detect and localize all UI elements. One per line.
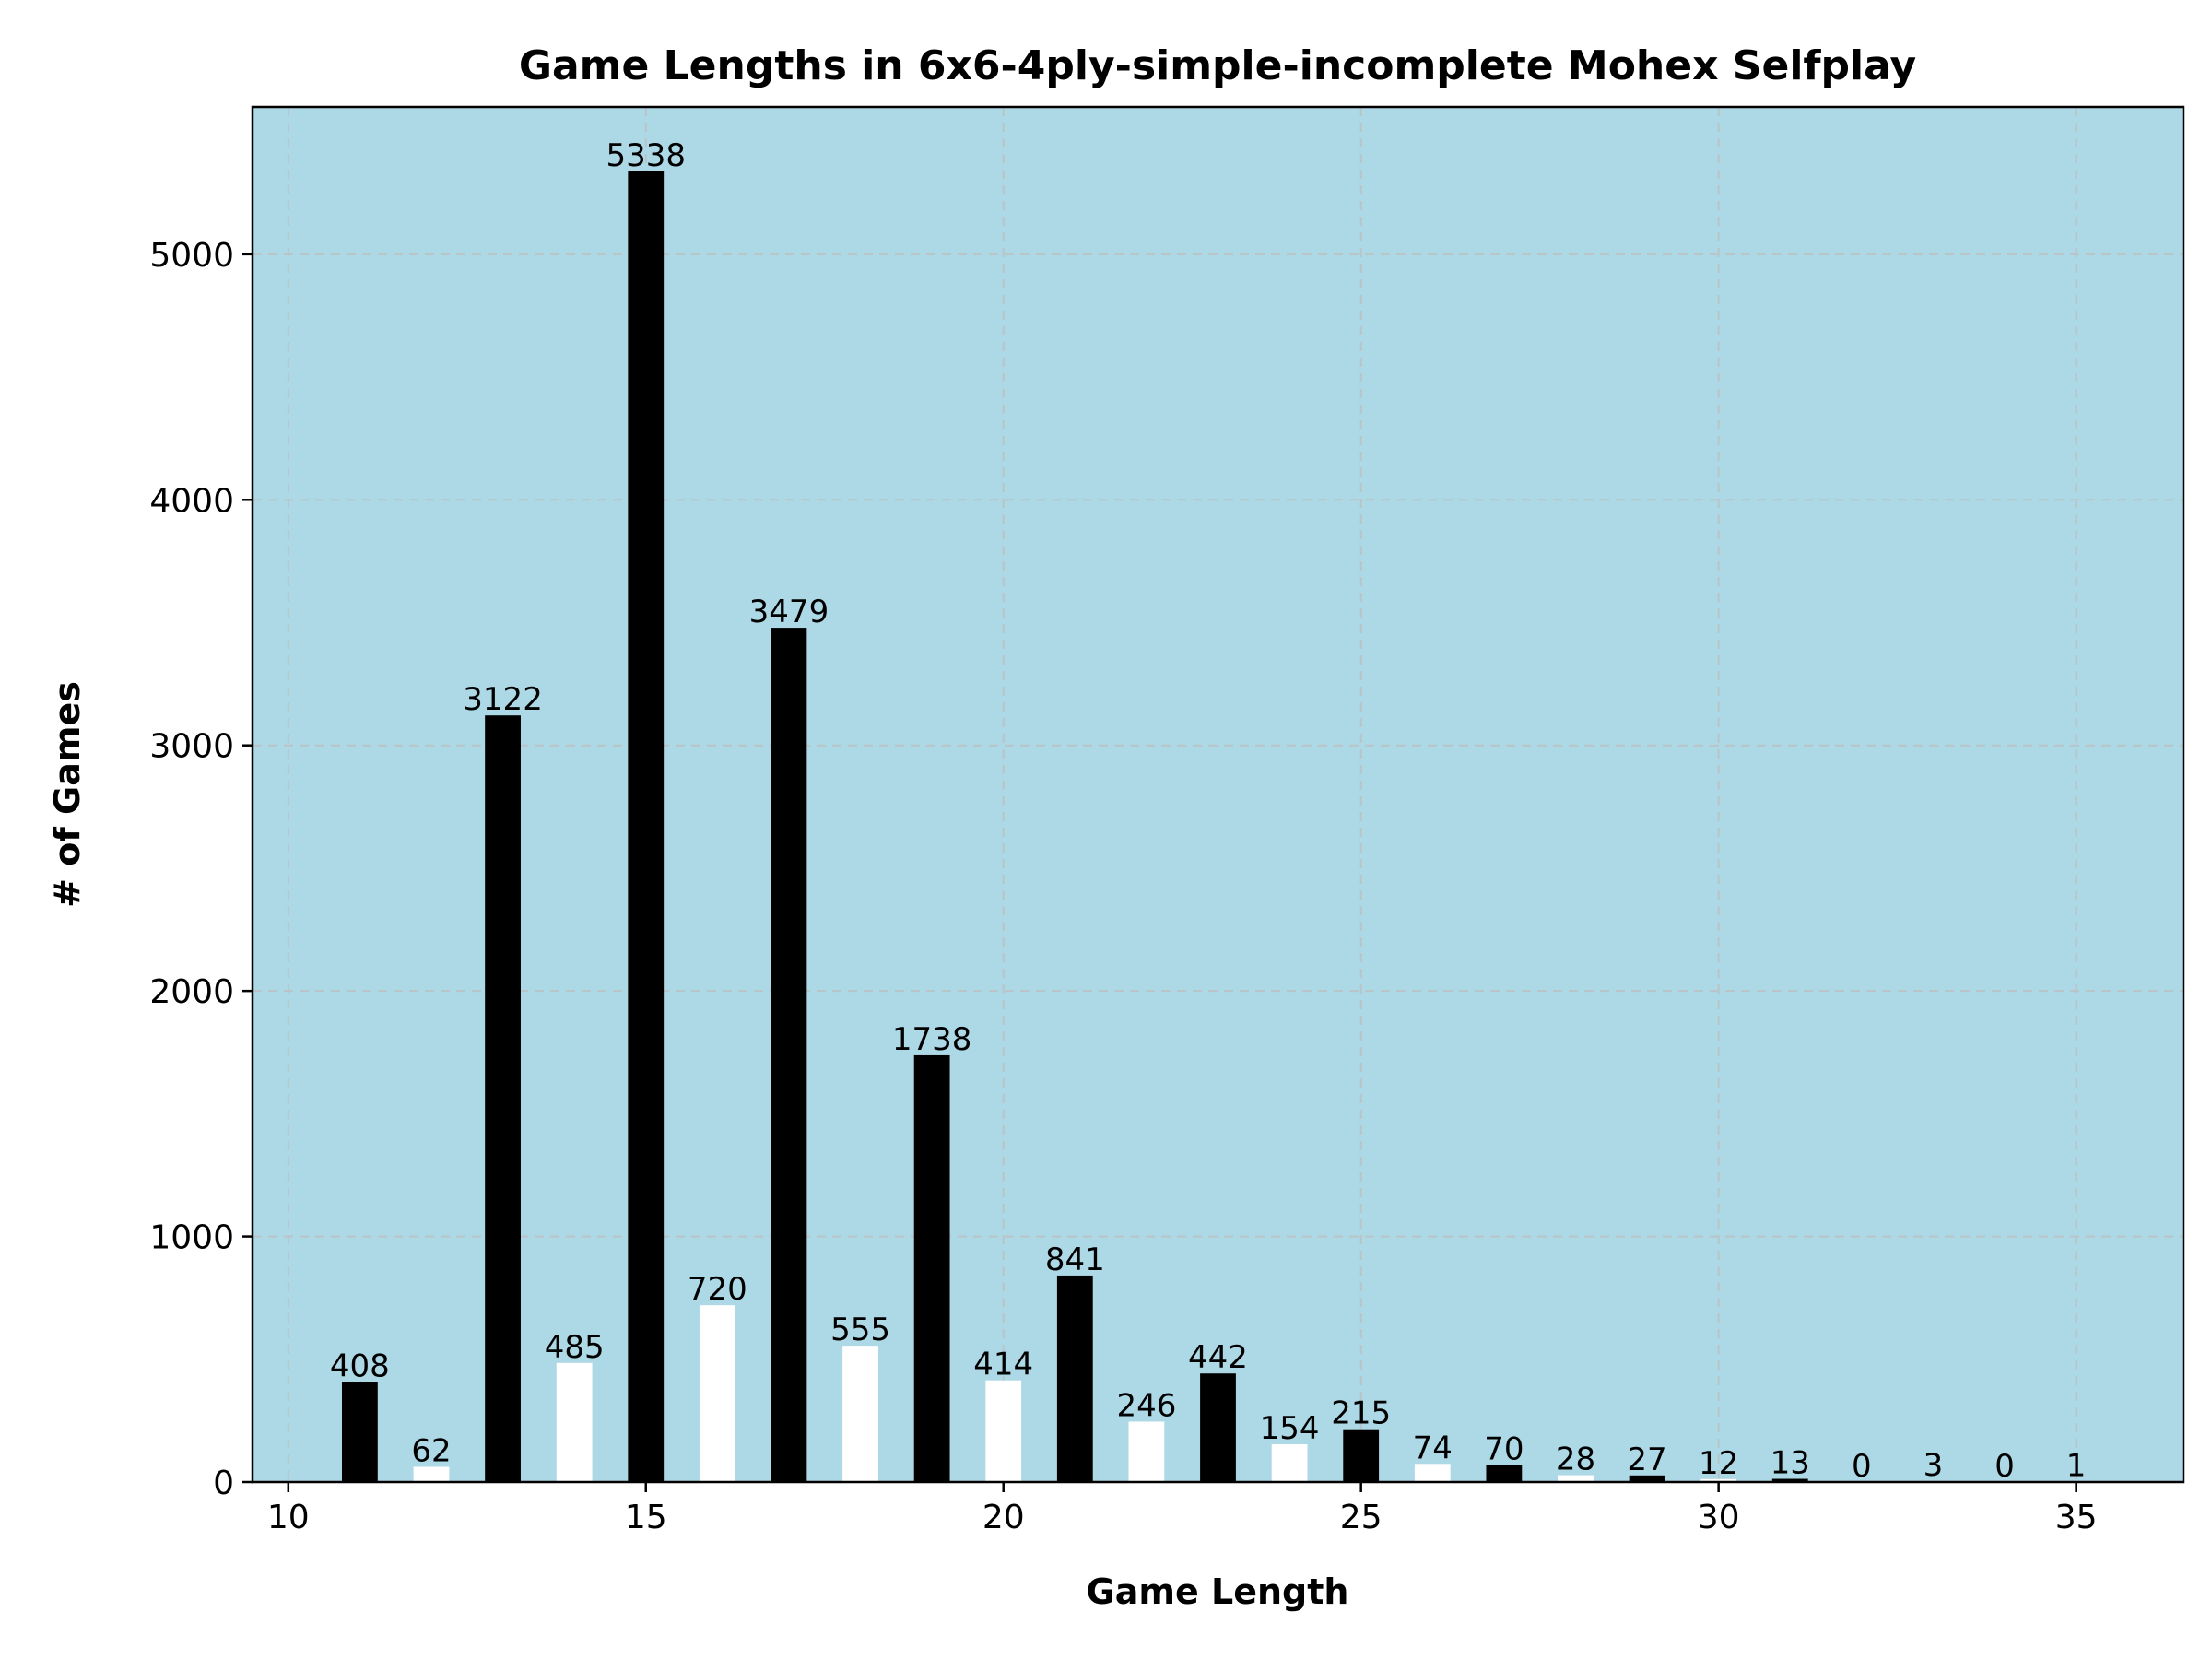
- bar-length-22: [1128, 1421, 1165, 1482]
- data-label-length-26: 74: [1413, 1430, 1453, 1466]
- data-label-length-32: 0: [1852, 1448, 1872, 1485]
- bar-length-19: [913, 1054, 950, 1482]
- bar-length-15: [628, 171, 665, 1482]
- data-labels: 408 62 3122 485 5338 720 3479 555 1738 414 841 246 4…: [330, 137, 2086, 1485]
- data-label-length-25: 215: [1331, 1395, 1391, 1432]
- x-tick-label: 25: [1340, 1499, 1382, 1536]
- bar-length-21: [1056, 1275, 1093, 1482]
- bar-length-28: [1558, 1475, 1594, 1482]
- data-label-length-24: 154: [1260, 1410, 1320, 1447]
- bar-length-14: [556, 1362, 593, 1482]
- plot-background: [253, 107, 2183, 1482]
- bar-length-17: [771, 628, 807, 1482]
- bar-length-12: [413, 1466, 450, 1482]
- bar-length-13: [485, 715, 521, 1482]
- bars: [341, 171, 2095, 1482]
- data-label-length-14: 485: [545, 1329, 605, 1366]
- y-tick-label: 5000: [149, 237, 234, 275]
- data-label-length-22: 246: [1116, 1387, 1176, 1424]
- bar-length-16: [699, 1305, 735, 1482]
- bar-length-24: [1271, 1443, 1308, 1482]
- y-tick-label: 0: [213, 1465, 234, 1502]
- bar-length-27: [1486, 1465, 1523, 1482]
- bar-length-11: [341, 1382, 378, 1482]
- data-label-length-30: 12: [1699, 1445, 1738, 1482]
- bar-length-30: [1700, 1478, 1737, 1482]
- data-label-length-28: 28: [1556, 1441, 1595, 1478]
- data-label-length-16: 720: [688, 1271, 747, 1308]
- data-label-length-12: 62: [411, 1432, 451, 1469]
- x-axis-label: Game Length: [1087, 1571, 1349, 1612]
- data-label-length-35: 1: [2066, 1448, 2087, 1485]
- y-tick-label: 4000: [149, 482, 234, 520]
- plot-frame: [251, 105, 2185, 1484]
- x-tick-label: 10: [267, 1499, 310, 1536]
- x-tick-label: 30: [1698, 1499, 1740, 1536]
- data-label-length-33: 3: [1924, 1447, 1944, 1484]
- bar-length-29: [1629, 1475, 1665, 1482]
- data-label-length-15: 5338: [606, 137, 686, 174]
- data-label-length-21: 841: [1045, 1241, 1105, 1278]
- bar-length-23: [1200, 1373, 1236, 1482]
- bar-length-18: [842, 1346, 878, 1482]
- y-tick-label: 2000: [149, 973, 234, 1011]
- x-tick-label: 15: [625, 1499, 667, 1536]
- x-tick-label: 20: [982, 1499, 1025, 1536]
- bar-length-31: [1771, 1478, 1808, 1482]
- data-label-length-11: 408: [330, 1347, 390, 1384]
- bar-length-26: [1414, 1464, 1451, 1482]
- data-label-length-19: 1738: [892, 1021, 972, 1058]
- chart-title: Game Lengths in 6x6-4ply-simple-incomple…: [519, 42, 1916, 89]
- y-tick-label: 1000: [149, 1219, 234, 1257]
- data-label-length-27: 70: [1484, 1430, 1524, 1467]
- y-tick-label: 3000: [149, 728, 234, 766]
- data-label-length-13: 3122: [463, 681, 543, 718]
- bar-length-20: [985, 1380, 1022, 1482]
- data-label-length-17: 3479: [749, 594, 830, 630]
- data-label-length-34: 0: [1994, 1448, 2015, 1485]
- data-label-length-31: 13: [1771, 1445, 1810, 1482]
- data-label-length-18: 555: [830, 1312, 890, 1348]
- data-label-length-29: 27: [1627, 1441, 1666, 1478]
- data-label-length-23: 442: [1188, 1339, 1248, 1376]
- data-label-length-20: 414: [973, 1347, 1033, 1383]
- x-tick-label: 35: [2055, 1499, 2098, 1536]
- y-axis-label: # of Games: [47, 681, 88, 908]
- bar-length-25: [1343, 1429, 1380, 1482]
